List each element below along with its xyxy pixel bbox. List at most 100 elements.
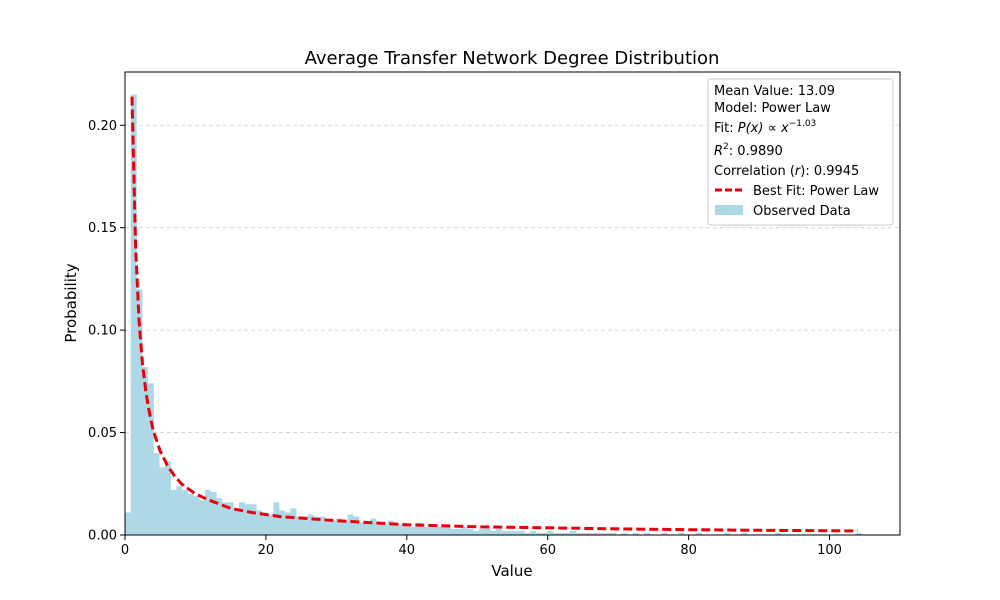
histogram-bar	[564, 532, 571, 535]
histogram-bar	[444, 526, 451, 535]
histogram-bar	[473, 530, 480, 535]
histogram-bar	[490, 530, 497, 535]
y-tick-label: 0.10	[88, 324, 117, 339]
histogram-bar	[170, 489, 177, 535]
histogram-bar	[125, 512, 132, 535]
histogram-bar	[775, 532, 782, 535]
histogram-bar	[632, 532, 639, 535]
histogram-bar	[524, 532, 531, 535]
legend-r2-sup: 2	[723, 142, 729, 152]
legend: Mean Value: 13.09 Model: Power Law Fit: …	[707, 78, 894, 226]
histogram-bar	[341, 520, 348, 535]
histogram-bar	[164, 461, 171, 535]
histogram-bar	[381, 524, 388, 535]
histogram-bar	[610, 532, 617, 535]
histogram-bar	[450, 528, 457, 535]
histogram-bar	[421, 526, 428, 535]
histogram-bar	[284, 512, 291, 535]
histogram-bar	[330, 520, 337, 535]
legend-corr-prefix: Correlation (	[714, 164, 795, 179]
histogram-bar	[427, 524, 434, 535]
histogram-bar	[256, 510, 263, 535]
histogram-bar	[159, 467, 166, 535]
histogram-bar	[484, 528, 491, 535]
histogram-bar	[376, 524, 383, 535]
histogram-bar	[570, 530, 577, 535]
histogram-bar	[313, 516, 320, 535]
histogram-bar	[222, 502, 229, 535]
histogram-bar	[233, 508, 240, 535]
axes-frame	[124, 71, 901, 536]
histogram-bar	[587, 532, 594, 535]
histogram-bar	[575, 532, 582, 535]
legend-fit-prefix: Fit:	[714, 121, 738, 136]
y-tick-label: 0.15	[88, 221, 117, 236]
histogram-bar	[364, 522, 371, 535]
histogram-bar	[678, 532, 685, 535]
legend-correlation: Correlation (r): 0.9945	[714, 164, 859, 179]
histogram-bar	[130, 94, 137, 535]
histogram-bar	[153, 453, 160, 535]
x-axis-label: Value	[491, 562, 532, 580]
histogram-bar	[261, 512, 268, 535]
histogram-bar	[547, 530, 554, 535]
x-tick-label: 0	[121, 543, 129, 558]
histogram-bar	[319, 516, 326, 535]
x-tick-label: 20	[258, 543, 275, 558]
histogram-bar	[478, 528, 485, 535]
histogram-bar	[461, 526, 468, 535]
histogram-bar	[227, 502, 234, 535]
histogram-bar	[855, 532, 862, 535]
histogram-bar	[541, 532, 548, 535]
histogram-bar	[404, 524, 411, 535]
histogram-bar	[176, 485, 183, 535]
histogram-bar	[347, 514, 354, 535]
x-tick-label: 60	[539, 543, 556, 558]
histogram-bar	[336, 518, 343, 535]
histogram-bar	[495, 528, 502, 535]
legend-mean: Mean Value: 13.09	[714, 84, 835, 99]
legend-fit-label: Best Fit: Power Law	[753, 184, 879, 199]
histogram-bar	[324, 518, 331, 535]
histogram-bar	[455, 528, 463, 535]
histogram-bar	[558, 532, 565, 535]
histogram-bars	[125, 94, 862, 535]
histogram-bar	[507, 530, 514, 535]
fit-line	[130, 96, 858, 533]
histogram-bar	[433, 524, 440, 535]
histogram-bar	[598, 532, 605, 535]
y-tick-label: 0.05	[88, 426, 117, 441]
histogram-bar	[204, 489, 211, 535]
histogram-bar	[387, 520, 394, 535]
histogram-bar	[267, 514, 274, 535]
histogram-bar	[307, 514, 314, 535]
histogram-bar	[142, 367, 149, 535]
histogram-bar	[244, 504, 251, 535]
histogram-bar	[581, 532, 588, 535]
legend-data-label: Observed Data	[753, 204, 851, 219]
histogram-bar	[301, 516, 308, 535]
histogram-bar	[535, 532, 542, 535]
histogram-bar	[239, 502, 246, 535]
histogram-bar	[467, 528, 474, 535]
chart-title: Average Transfer Network Degree Distribu…	[305, 48, 720, 69]
legend-corr-var: r	[795, 164, 802, 179]
y-axis-ticks: 0.00 0.05 0.10 0.15 0.20	[88, 119, 125, 544]
x-axis-ticks: 0 20 40 60 80 100	[121, 535, 842, 558]
histogram-bar	[273, 502, 280, 535]
histogram-bar	[398, 524, 405, 535]
histogram-bar	[279, 510, 286, 535]
histogram-bar	[518, 530, 525, 535]
histogram-bar	[501, 530, 508, 535]
x-tick-label: 100	[817, 543, 842, 558]
histogram-bar	[530, 530, 537, 535]
histogram-bar	[644, 532, 651, 535]
y-tick-label: 0.20	[88, 119, 117, 134]
histogram-bar	[741, 532, 748, 535]
legend-fit-formula: P(x) ∝ x	[738, 121, 789, 136]
histogram-bar	[370, 518, 377, 535]
legend-fit: Fit: P(x) ∝ x−1.03	[714, 119, 816, 136]
histogram-bar	[661, 532, 668, 535]
legend-r2-symbol: R	[714, 144, 723, 159]
